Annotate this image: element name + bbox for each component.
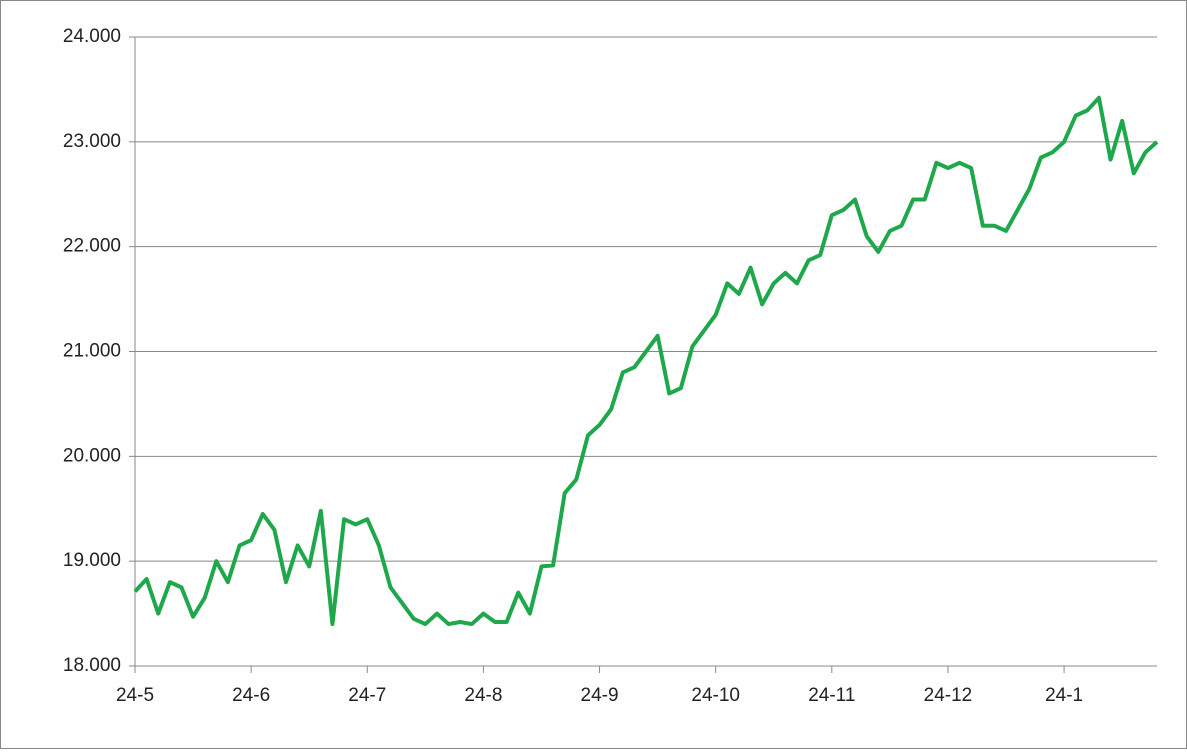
y-tick-label: 21.000 — [63, 341, 121, 362]
x-tick-label: 24-6 — [232, 685, 270, 706]
y-tick-label: 19.000 — [63, 550, 121, 571]
x-tick-label: 24-11 — [808, 685, 855, 706]
x-tick-label: 24-5 — [116, 685, 154, 706]
y-tick-label: 23.000 — [63, 131, 121, 152]
y-tick-label: 20.000 — [63, 445, 121, 466]
x-tick-label: 24-1 — [1045, 685, 1083, 706]
y-tick-label: 18.000 — [63, 655, 121, 676]
line-series — [133, 95, 1159, 627]
x-tick-label: 24-9 — [581, 685, 619, 706]
x-tick-label: 24-8 — [464, 685, 502, 706]
x-tick-label: 24-7 — [348, 685, 386, 706]
y-tick-label: 22.000 — [63, 236, 121, 257]
y-tick-label: 24.000 — [63, 26, 121, 47]
x-tick-label: 24-10 — [691, 685, 740, 706]
x-tick-label: 24-12 — [924, 685, 973, 706]
